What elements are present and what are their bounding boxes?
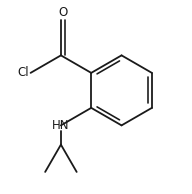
Text: Cl: Cl: [17, 66, 29, 79]
Text: O: O: [58, 6, 67, 19]
Text: HN: HN: [52, 119, 70, 132]
